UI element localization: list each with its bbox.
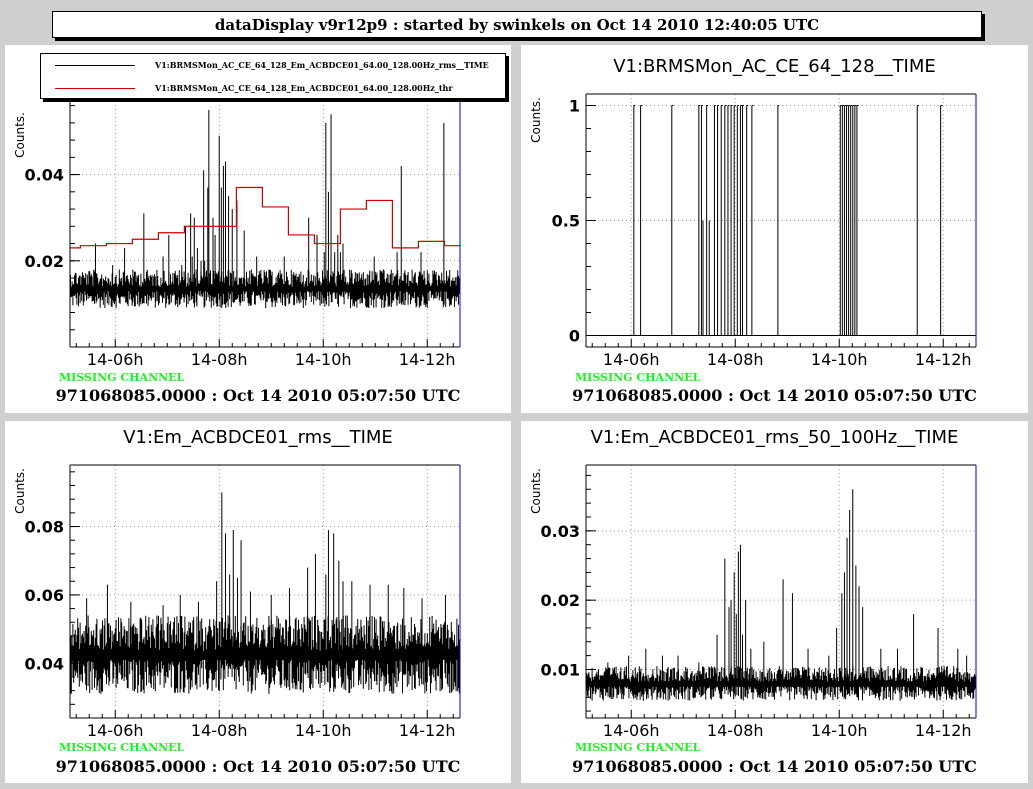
y-tick-label: 0 (569, 327, 580, 346)
y-tick-label: 0.04 (25, 166, 64, 185)
missing-channel-label: MISSING CHANNEL (575, 371, 701, 384)
y-tick-label: 0.01 (541, 660, 580, 679)
chart-pad-4: V1:Em_ACBDCE01_rms_50_100Hz__TIME 14-06h… (521, 421, 1028, 783)
x-tick-label: 14-10h (811, 721, 868, 740)
x-tick-label: 14-10h (295, 721, 352, 740)
y-tick-label: 0.06 (25, 586, 64, 605)
y-tick-label: 0.02 (541, 591, 580, 610)
y-axis-label: Counts. (529, 97, 543, 143)
chart-plot-3: 14-06h 14-08h 14-10h 14-12h 0.04 0.06 0.08 (25, 464, 461, 740)
missing-channel-label: MISSING CHANNEL (59, 741, 185, 754)
chart-pad-2: V1:BRMSMon_AC_CE_64_128__TIME 14-06h 14-0… (521, 45, 1028, 413)
chart-plot-2: 14-06h 14-08h 14-10h 14-12h 0 0.5 1 (552, 93, 977, 369)
y-tick-label: 0.02 (25, 252, 64, 271)
x-tick-label: 14-12h (399, 721, 456, 740)
chart-plot-1: 14-06h 14-08h 14-10h 14-12h 0.02 0.04 (25, 96, 461, 369)
chart-legend: V1:BRMSMon_AC_CE_64_128_Em_ACBDCE01_64.0… (40, 53, 506, 99)
x-tick-label: 14-06h (87, 350, 144, 369)
noise-band (70, 615, 460, 694)
x-tick-label: 14-10h (295, 350, 352, 369)
x-tick-label: 14-10h (811, 350, 868, 369)
noise-band (586, 666, 976, 701)
legend-label: V1:BRMSMon_AC_CE_64_128_Em_ACBDCE01_64.0… (155, 83, 453, 93)
chart-title: V1:Em_ACBDCE01_rms__TIME (123, 427, 393, 448)
y-axis-label: Counts. (529, 468, 543, 514)
time-footer: 971068085.0000 : Oct 14 2010 05:07:50 UT… (572, 757, 977, 776)
y-tick-label: 1 (569, 97, 580, 116)
y-tick-label: 0.5 (552, 212, 580, 231)
chart-pad-1: 14-06h 14-08h 14-10h 14-12h 0.02 0.04 Counts.… (5, 45, 511, 413)
legend-entry-threshold: V1:BRMSMon_AC_CE_64_128_Em_ACBDCE01_64.0… (55, 82, 453, 94)
chart-plot-4: 14-06h 14-08h 14-10h 14-12h 0.01 0.02 0.03 (541, 464, 977, 740)
window-title: dataDisplay v9r12p9 : started by swinkel… (52, 11, 982, 38)
time-footer: 971068085.0000 : Oct 14 2010 05:07:50 UT… (572, 386, 977, 405)
legend-entry-rms: V1:BRMSMon_AC_CE_64_128_Em_ACBDCE01_64.0… (55, 59, 489, 71)
y-tick-label: 0.03 (541, 522, 580, 541)
y-axis-label: Counts. (13, 112, 27, 158)
legend-swatch-threshold (55, 87, 135, 89)
x-tick-label: 14-12h (915, 350, 972, 369)
missing-channel-label: MISSING CHANNEL (575, 741, 701, 754)
x-tick-label: 14-06h (87, 721, 144, 740)
chart-title: V1:BRMSMon_AC_CE_64_128__TIME (613, 56, 936, 77)
y-tick-label: 0.04 (25, 654, 64, 673)
y-tick-label: 0.08 (25, 518, 64, 537)
chart-title: V1:Em_ACBDCE01_rms_50_100Hz__TIME (590, 427, 959, 448)
chart-pad-3: V1:Em_ACBDCE01_rms__TIME 14-06h 14-08h 14-… (5, 421, 511, 783)
threshold-step-line (70, 186, 460, 249)
time-footer: 971068085.0000 : Oct 14 2010 05:07:50 UT… (55, 757, 461, 776)
x-tick-label: 14-12h (915, 721, 972, 740)
x-tick-label: 14-08h (191, 721, 248, 740)
x-tick-label: 14-08h (191, 350, 248, 369)
x-tick-label: 14-06h (603, 721, 660, 740)
x-tick-label: 14-08h (707, 350, 764, 369)
legend-label: V1:BRMSMon_AC_CE_64_128_Em_ACBDCE01_64.0… (155, 60, 489, 70)
missing-channel-label: MISSING CHANNEL (59, 371, 185, 384)
x-tick-label: 14-12h (399, 350, 456, 369)
legend-swatch-rms (55, 64, 135, 66)
y-axis-label: Counts. (13, 468, 27, 514)
x-tick-label: 14-06h (603, 350, 660, 369)
x-tick-label: 14-08h (707, 721, 764, 740)
time-footer: 971068085.0000 : Oct 14 2010 05:07:50 UT… (55, 386, 461, 405)
